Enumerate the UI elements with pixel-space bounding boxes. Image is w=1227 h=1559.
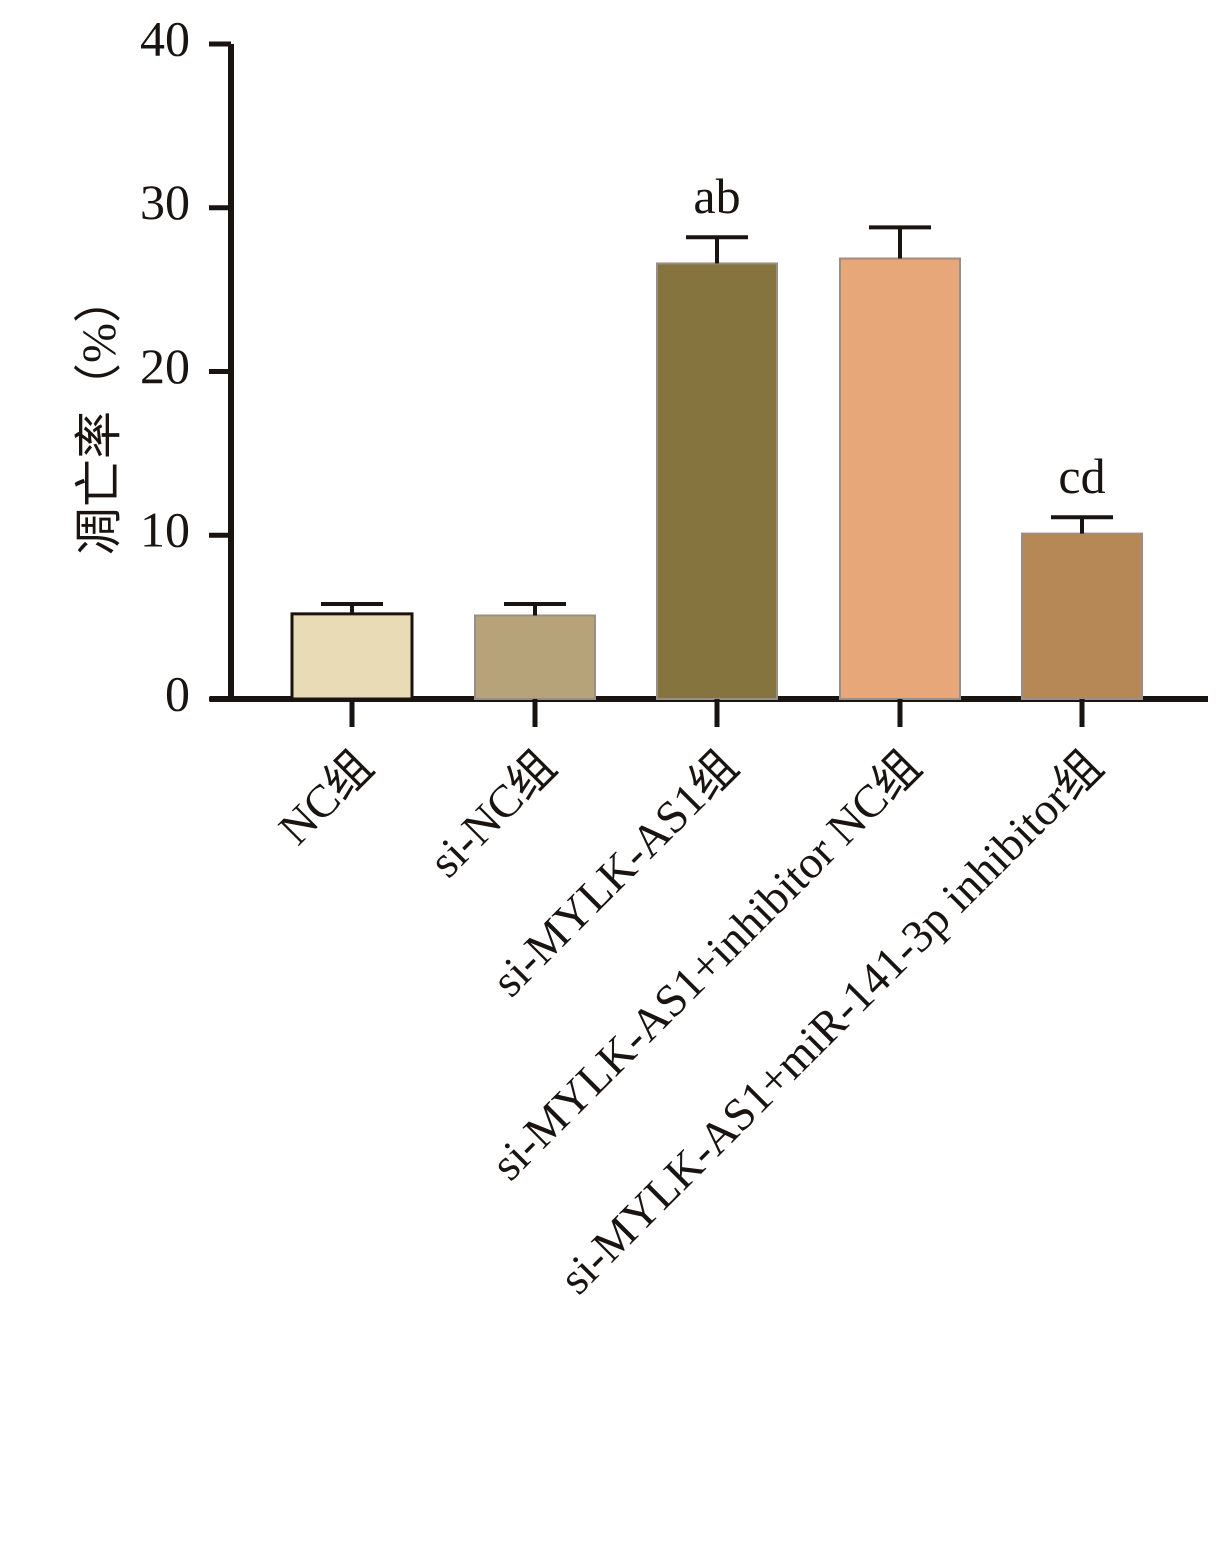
y-ticks: 0 10 20 30 40	[140, 10, 231, 721]
y-tick-label-3: 30	[140, 174, 190, 230]
y-tick-label-2: 20	[140, 338, 190, 394]
bars-layer: ab cd	[290, 168, 1143, 701]
bar-0	[290, 612, 414, 701]
y-tick-label-1: 10	[140, 502, 190, 558]
y-tick-label-0: 0	[165, 665, 190, 721]
y-axis-label: 凋亡率（%）	[73, 275, 126, 555]
x-ticks: NC组 si-NC组si-MYLK-AS1组si-MYLK-AS1+inhibit…	[269, 699, 1113, 1304]
bar-2	[656, 262, 778, 700]
bar-annotation-4: cd	[1058, 448, 1105, 504]
x-tick-label-0: NC组	[269, 740, 383, 854]
bar-4	[1021, 532, 1143, 700]
x-tick-label-1: si-NC组	[419, 740, 565, 886]
bar-annotation-2: ab	[693, 168, 740, 224]
bar-3	[839, 257, 961, 700]
y-tick-label-4: 40	[140, 10, 190, 66]
bar-1	[474, 614, 596, 700]
